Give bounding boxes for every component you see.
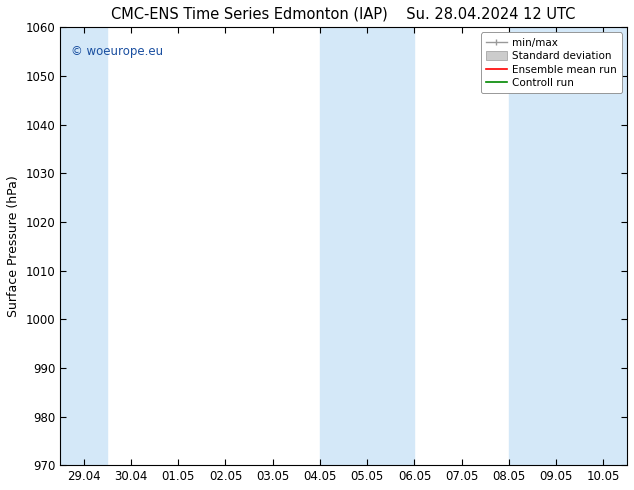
Legend: min/max, Standard deviation, Ensemble mean run, Controll run: min/max, Standard deviation, Ensemble me… — [481, 32, 622, 93]
Bar — [60, 27, 107, 465]
Bar — [509, 27, 627, 465]
Bar — [320, 27, 415, 465]
Y-axis label: Surface Pressure (hPa): Surface Pressure (hPa) — [7, 175, 20, 317]
Title: CMC-ENS Time Series Edmonton (IAP)    Su. 28.04.2024 12 UTC: CMC-ENS Time Series Edmonton (IAP) Su. 2… — [112, 7, 576, 22]
Text: © woeurope.eu: © woeurope.eu — [72, 45, 164, 58]
